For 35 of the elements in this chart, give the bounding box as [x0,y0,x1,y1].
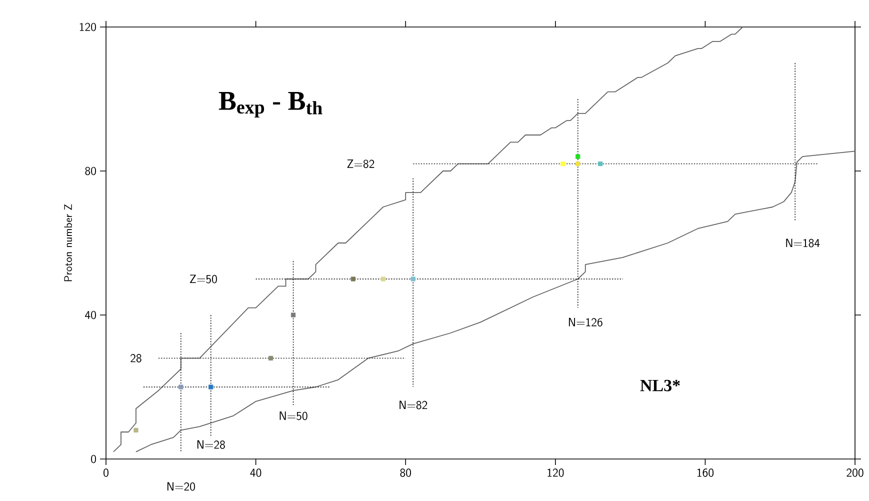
y-tick-label: 80 [85,166,96,176]
y-tick-label: 0 [91,454,96,464]
point [560,161,566,166]
x-tick-label: 120 [548,468,564,477]
y-tick-label: 40 [85,310,96,320]
annotation: NL3* [640,380,680,392]
x-tick-label: 0 [104,468,108,477]
point [134,428,138,432]
x-tick-label: 80 [400,468,411,477]
point [576,154,580,159]
annotation: Z=50 [190,274,217,284]
point [178,384,184,390]
annotation: N=50 [280,412,308,420]
point [576,161,580,166]
annotation: N=28 [197,440,225,449]
point [410,276,416,282]
x-tick-label: 200 [846,468,864,477]
y-tick-label: 120 [80,22,96,32]
annotation: N=184 [786,238,820,248]
annotation: Z=82 [347,160,374,168]
x-tick-label: 40 [250,468,262,477]
y-axis-title: Proton number Z [64,204,72,282]
text: B$_{exp}$ - B$_{th}$ [218,92,322,118]
annotation: 28 [130,354,142,362]
point [380,276,386,282]
annotation: N=82 [400,400,428,410]
x-tick-label: 160 [697,468,714,477]
point [268,356,274,360]
line-series [113,26,744,452]
text: N=20 [167,482,195,491]
point [208,384,214,390]
point [598,161,603,166]
annotation: N=126 [568,318,602,326]
point [350,276,356,282]
point [290,312,296,318]
